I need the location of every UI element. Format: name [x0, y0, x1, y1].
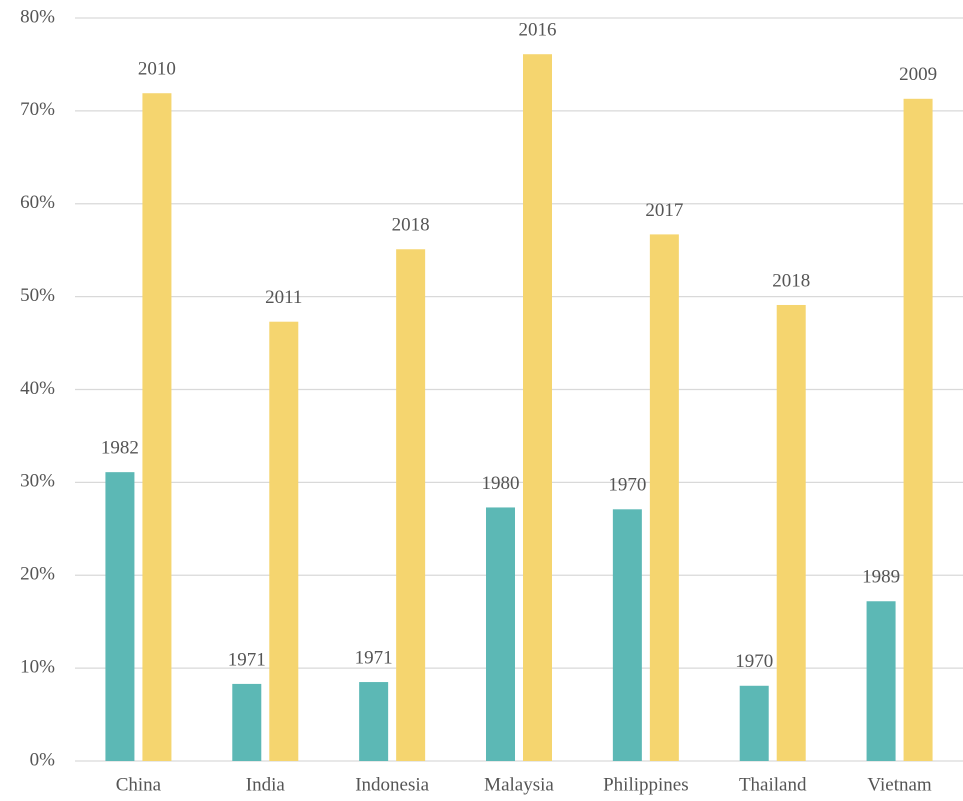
y-tick-label: 80%: [20, 6, 55, 27]
bar-label: 1989: [862, 567, 900, 588]
y-tick-label: 70%: [20, 99, 55, 120]
x-tick-label: Philippines: [603, 774, 689, 795]
bar-label: 1970: [735, 651, 773, 672]
y-tick-label: 60%: [20, 192, 55, 213]
x-tick-label: Malaysia: [484, 774, 554, 795]
bar: [105, 472, 135, 761]
x-tick-label: Vietnam: [867, 774, 932, 795]
bar-label: 2016: [519, 20, 557, 41]
bar: [269, 321, 299, 761]
x-tick-label: China: [116, 774, 162, 795]
bar: [739, 685, 769, 761]
bar-label: 1970: [608, 475, 646, 496]
bar-label: 2011: [265, 287, 302, 308]
y-tick-label: 10%: [20, 656, 55, 677]
bar: [232, 683, 262, 761]
x-tick-label: Thailand: [739, 774, 807, 795]
y-tick-label: 20%: [20, 564, 55, 585]
bar: [142, 93, 172, 761]
bar: [486, 507, 515, 761]
bar-label: 1971: [355, 647, 393, 668]
y-tick-label: 50%: [20, 285, 55, 306]
bar: [396, 249, 426, 762]
bar-label: 1982: [101, 438, 139, 459]
y-tick-label: 30%: [20, 471, 55, 492]
bar: [612, 509, 642, 761]
x-tick-label: Indonesia: [355, 774, 429, 795]
bar: [903, 98, 933, 761]
bar-label: 1980: [482, 473, 520, 494]
bar: [776, 304, 806, 761]
y-tick-label: 40%: [20, 378, 55, 399]
y-tick-label: 0%: [30, 749, 56, 770]
bar-label: 2010: [138, 59, 176, 80]
bar-label: 2009: [899, 64, 937, 85]
bar-label: 2017: [645, 200, 683, 221]
bar: [866, 601, 896, 761]
bar-label: 1971: [228, 649, 266, 670]
bar: [359, 682, 389, 761]
bar: [649, 234, 679, 761]
bar-label: 2018: [392, 215, 430, 236]
bar: [523, 54, 552, 761]
bar-label: 2018: [772, 270, 810, 291]
x-tick-label: India: [246, 774, 286, 795]
